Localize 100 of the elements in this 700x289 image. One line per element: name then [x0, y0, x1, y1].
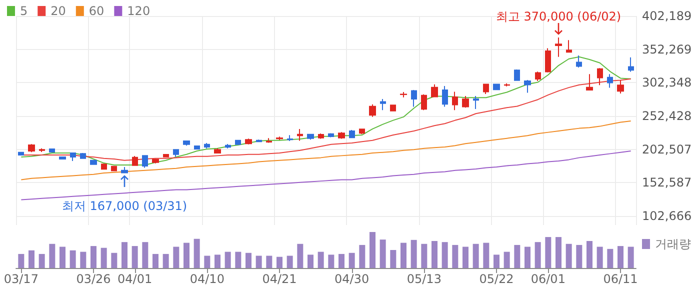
candlestick: [586, 74, 593, 91]
bar: [576, 244, 582, 268]
bar: [235, 252, 242, 268]
bar: [359, 244, 366, 268]
bar: [442, 242, 448, 268]
candlestick: [338, 132, 345, 140]
bar: [370, 232, 376, 268]
legend-label: 60: [88, 4, 104, 18]
y-tick-label: 102,666: [642, 209, 692, 224]
candlestick: [349, 129, 355, 138]
legend-label: 거래량: [655, 237, 691, 251]
candlestick: [183, 140, 190, 146]
bar: [607, 248, 614, 268]
candlestick: [524, 80, 531, 94]
bar: [111, 252, 118, 268]
y-tick-label: 402,189: [642, 9, 692, 23]
bar: [100, 248, 107, 268]
annotation: 최저 167,000 (03/31): [62, 199, 188, 214]
bar: [494, 254, 500, 268]
candlestick: [245, 138, 252, 145]
candlestick: [369, 104, 376, 118]
candlestick: [442, 86, 448, 108]
bar: [338, 254, 344, 268]
candlestick: [400, 92, 407, 98]
candlestick: [359, 128, 365, 135]
candlestick: [18, 152, 24, 156]
candlestick: [152, 158, 159, 164]
bar: [421, 244, 428, 268]
candlestick: [452, 91, 458, 111]
candlestick: [307, 134, 314, 140]
x-tick-label: 04/01: [118, 272, 152, 286]
bar: [514, 244, 520, 268]
candlestick: [297, 128, 303, 142]
y-tick-label: 252,428: [642, 109, 692, 124]
y-tick-label: 302,348: [642, 76, 692, 90]
bar: [566, 244, 572, 268]
y-tick-label: 152,587: [642, 176, 692, 190]
x-tick-label: 03/26: [76, 272, 111, 286]
legend-label: 20: [50, 4, 66, 18]
bar: [328, 254, 334, 268]
bar: [483, 242, 490, 268]
candlestick: [514, 69, 520, 82]
bar: [596, 246, 603, 268]
bar: [122, 242, 128, 268]
candlestick: [462, 96, 469, 108]
bar: [28, 250, 34, 268]
candlestick: [504, 82, 510, 87]
x-tick-label: 05/22: [479, 272, 514, 286]
candlestick: [163, 154, 169, 158]
candlestick: [49, 148, 55, 153]
bar: [318, 252, 324, 268]
bar: [38, 254, 45, 268]
candlestick: [535, 71, 541, 82]
bar: [545, 237, 552, 268]
candlestick: [328, 132, 334, 138]
candlestick: [90, 160, 97, 165]
line-series: [20, 56, 632, 166]
bar: [586, 241, 592, 268]
bar: [204, 256, 210, 268]
legend-label: 120: [127, 4, 150, 18]
bar: [90, 246, 96, 268]
bar: [152, 254, 158, 268]
bar: [162, 254, 169, 268]
candlestick: [555, 36, 562, 58]
candlestick: [59, 156, 66, 160]
line-series: [20, 150, 632, 200]
bar: [70, 250, 76, 268]
candlestick: [628, 56, 634, 72]
bar: [524, 246, 530, 268]
bar: [410, 240, 417, 268]
candlestick: [493, 84, 500, 90]
bar: [400, 242, 406, 268]
x-tick-label: 05/13: [406, 272, 442, 286]
bar: [194, 238, 200, 268]
candlestick: [266, 138, 272, 144]
candlestick: [411, 90, 417, 108]
candlestick: [214, 148, 221, 154]
bar: [246, 252, 252, 268]
bar: [256, 256, 262, 268]
candlestick: [576, 55, 582, 68]
candlestick: [483, 84, 489, 95]
candlestick: [204, 142, 210, 149]
bar: [380, 240, 386, 268]
bar: [618, 246, 624, 268]
bar: [390, 250, 396, 268]
line-series: [20, 120, 632, 180]
candlestick: [318, 132, 324, 140]
bar: [628, 246, 634, 268]
bar: [556, 237, 562, 268]
candlestick: [421, 94, 427, 111]
candlestick: [142, 155, 148, 168]
candlestick: [39, 148, 45, 153]
candlestick: [617, 80, 624, 94]
candlestick: [473, 96, 479, 110]
candlestick: [256, 139, 262, 142]
bar: [452, 244, 458, 268]
bar: [534, 242, 541, 268]
candlestick: [194, 145, 200, 150]
candlestick: [287, 134, 293, 142]
bar: [472, 244, 479, 268]
